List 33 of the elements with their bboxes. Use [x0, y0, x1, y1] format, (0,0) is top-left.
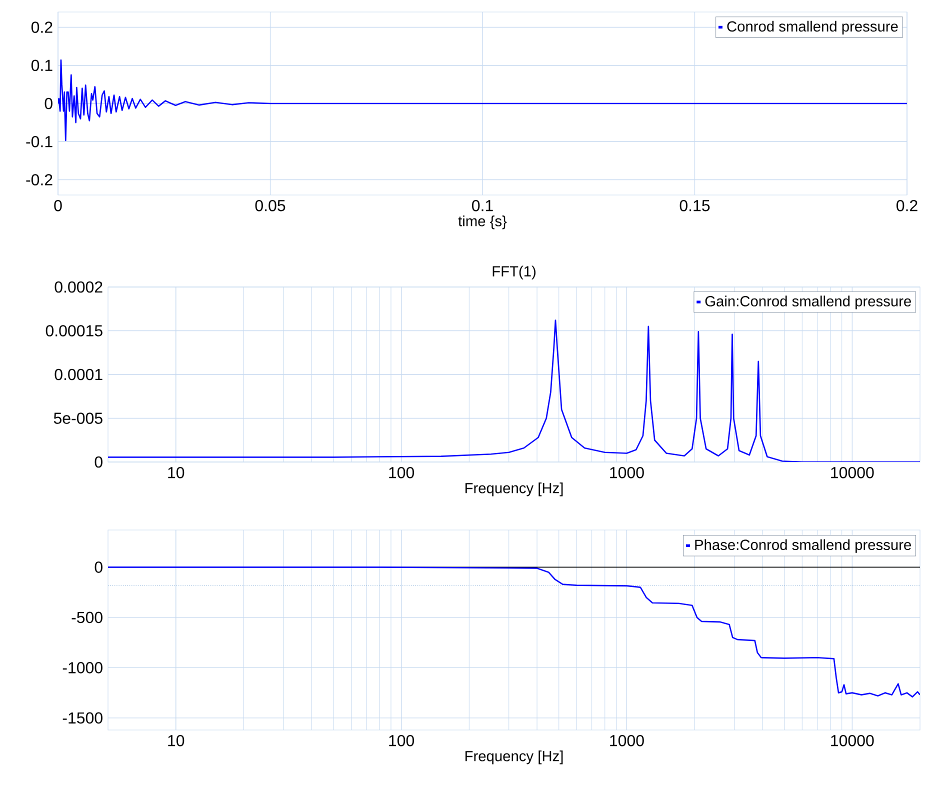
- x-tick-label: 10000: [831, 734, 874, 746]
- y-tick-label: 0.2: [31, 22, 52, 33]
- y-tick-label: -1000: [62, 662, 102, 674]
- x-axis-title: Frequency [Hz]: [465, 750, 563, 764]
- x-tick-label: 0.2: [896, 200, 918, 212]
- legend-label: Conrod smallend pressure: [727, 20, 898, 35]
- y-tick-label: -500: [72, 612, 102, 624]
- x-tick-label: 0.15: [680, 200, 710, 212]
- y-tick-label: 0: [44, 98, 52, 110]
- x-tick-label: 100: [389, 734, 414, 746]
- x-tick-label: 0.1: [472, 200, 493, 212]
- y-tick-label: 0.0001: [54, 368, 102, 380]
- x-tick-label: 10: [168, 734, 184, 746]
- y-tick-label: 0: [94, 456, 102, 468]
- y-tick-label: 0: [94, 562, 102, 573]
- y-tick-label: 0.00015: [46, 325, 102, 336]
- x-axis-title: time {s}: [458, 216, 507, 230]
- y-tick-label: -0.1: [26, 136, 52, 148]
- legend-label: Gain:Conrod smallend pressure: [705, 296, 911, 310]
- x-tick-label: 0.05: [255, 200, 286, 212]
- legend-label: Phase:Conrod smallend pressure: [695, 539, 911, 553]
- y-tick-label: 5e-005: [54, 412, 102, 424]
- chart-title: FFT(1): [492, 266, 536, 280]
- x-tick-label: 1000: [610, 734, 644, 746]
- y-tick-label: 0.1: [31, 60, 52, 72]
- y-tick-label: -0.2: [26, 174, 52, 186]
- x-axis-title: Frequency [Hz]: [465, 482, 563, 496]
- x-tick-label: 1000: [610, 466, 644, 478]
- x-tick-label: 100: [389, 466, 414, 478]
- y-tick-label: -1500: [62, 712, 102, 724]
- y-tick-label: 0.0002: [54, 281, 102, 293]
- x-tick-label: 10000: [831, 466, 874, 478]
- x-tick-label: 10: [168, 466, 184, 478]
